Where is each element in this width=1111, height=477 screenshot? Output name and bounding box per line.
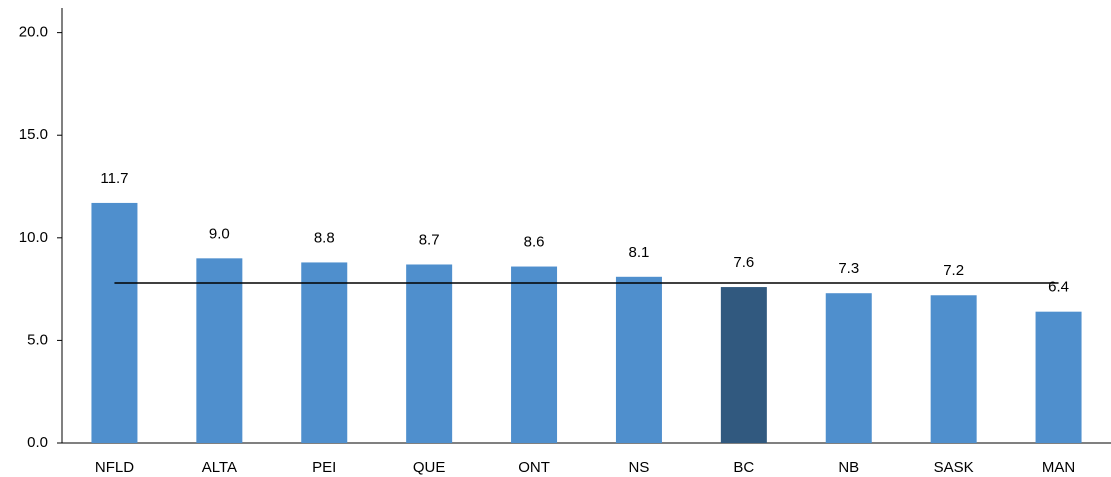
value-label: 8.6	[524, 234, 545, 251]
value-label: 8.1	[629, 244, 650, 261]
bar	[301, 262, 348, 443]
y-tick-label: 10.0	[19, 229, 48, 246]
bar	[1035, 311, 1082, 443]
x-tick-label: NB	[838, 459, 859, 476]
x-tick-label: NS	[629, 459, 650, 476]
value-label: 6.4	[1048, 279, 1069, 296]
x-tick-label: MAN	[1042, 459, 1075, 476]
value-label: 9.0	[209, 225, 230, 242]
x-tick-label: ALTA	[202, 459, 237, 476]
bar	[196, 258, 243, 443]
x-tick-label: PEI	[312, 459, 336, 476]
x-tick-label: BC	[733, 459, 754, 476]
value-label: 7.3	[838, 260, 859, 277]
value-label: 7.2	[943, 262, 964, 279]
bar	[720, 287, 767, 443]
bar	[511, 266, 558, 443]
x-tick-label: SASK	[934, 459, 974, 476]
value-label: 11.7	[100, 170, 128, 187]
bar	[615, 276, 662, 443]
y-tick-label: 5.0	[27, 331, 48, 348]
bar	[406, 264, 453, 443]
y-tick-label: 0.0	[27, 434, 48, 451]
y-tick-label: 20.0	[19, 24, 48, 41]
value-label: 8.7	[419, 231, 440, 248]
bar	[825, 293, 872, 443]
value-label: 7.6	[733, 254, 754, 271]
bar	[91, 202, 138, 443]
x-tick-label: QUE	[413, 459, 446, 476]
y-tick-label: 15.0	[19, 126, 48, 143]
bar	[930, 295, 977, 443]
x-tick-label: NFLD	[95, 459, 134, 476]
value-label: 8.8	[314, 229, 335, 246]
x-tick-label: ONT	[518, 459, 550, 476]
